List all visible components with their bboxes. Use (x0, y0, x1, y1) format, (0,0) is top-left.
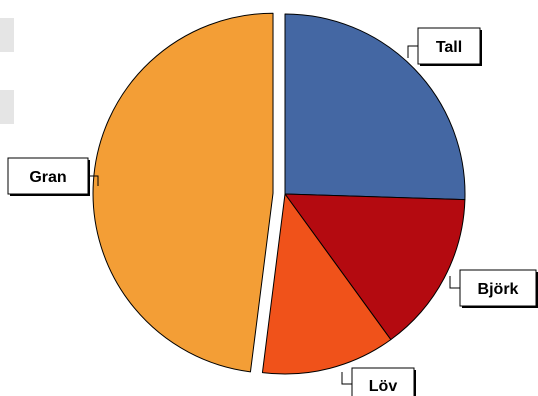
label-box (7, 157, 89, 195)
slice-label-text: Gran (29, 169, 66, 186)
slice-label-bjrk: Björk (459, 269, 538, 308)
slice-label-tall: Tall (417, 27, 482, 66)
slice-label-gran: Gran (7, 157, 90, 196)
slice-labels: Tall Björk Löv Gran (7, 27, 538, 396)
pie-slice-gran (92, 12, 274, 373)
slice-label-text: Löv (369, 378, 398, 395)
pie-slice-bjrk (284, 193, 466, 341)
label-box (417, 27, 481, 65)
background-panel-1 (0, 18, 14, 52)
pie-slice-lv (261, 193, 392, 375)
label-box (459, 269, 537, 307)
leader-line-bjrk (449, 276, 460, 289)
pie-slice-tall (284, 13, 466, 201)
slice-label-text: Tall (436, 39, 462, 56)
slice-label-lv: Löv (351, 367, 416, 396)
pie-slices (92, 12, 466, 375)
background-panel-2 (0, 90, 14, 124)
label-box (351, 367, 415, 396)
leader-line-lv (341, 372, 352, 385)
leader-line-gran (88, 175, 99, 186)
label-leader-lines (88, 45, 460, 385)
leader-line-tall (407, 45, 418, 58)
slice-label-text: Björk (478, 281, 519, 298)
